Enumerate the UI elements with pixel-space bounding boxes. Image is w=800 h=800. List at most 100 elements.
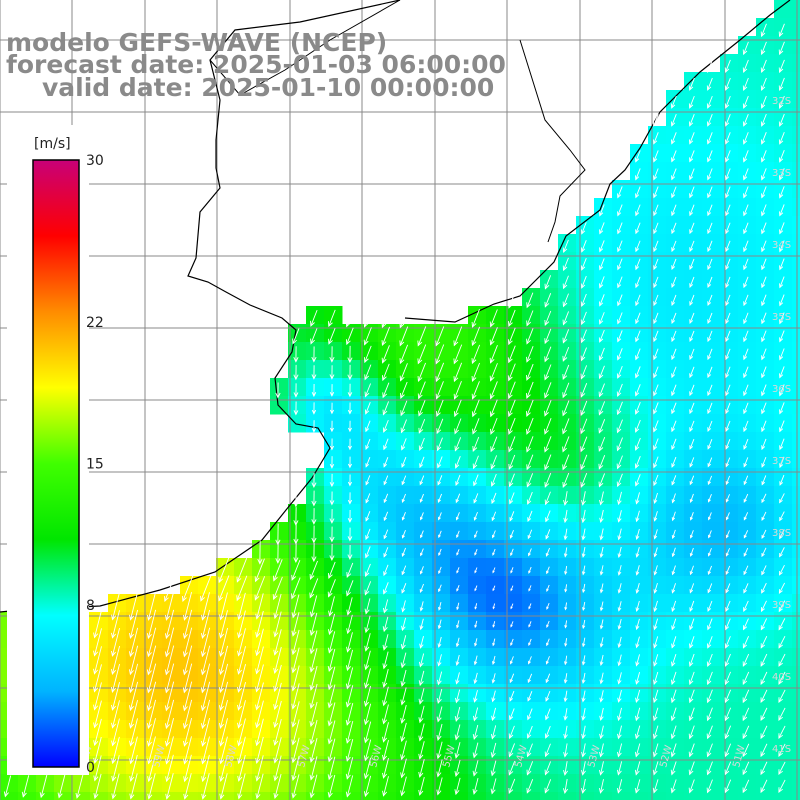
wind-arrow <box>510 603 514 610</box>
wind-arrow <box>345 739 354 762</box>
speed-cell <box>594 594 613 613</box>
speed-cell <box>396 774 415 793</box>
speed-cell <box>486 684 505 703</box>
speed-cell <box>540 792 559 800</box>
wind-arrow <box>671 312 677 325</box>
wind-arrow <box>490 436 498 453</box>
speed-cell <box>288 378 307 397</box>
speed-cell <box>450 648 469 667</box>
speed-cell <box>576 612 595 631</box>
speed-cell <box>414 612 433 631</box>
wind-arrow <box>345 667 354 690</box>
wind-arrow <box>544 328 552 345</box>
wind-arrow <box>760 636 768 649</box>
wind-arrow <box>509 492 515 505</box>
wind-arrow <box>778 95 785 109</box>
wind-arrow <box>689 294 695 307</box>
wind-arrow <box>634 419 641 433</box>
wind-arrow <box>581 491 586 506</box>
wind-arrow <box>365 511 371 522</box>
wind-arrow <box>760 725 768 740</box>
wind-arrow <box>345 720 354 744</box>
speed-cell <box>108 648 127 667</box>
wind-arrow <box>219 736 228 765</box>
speed-cell <box>468 720 487 739</box>
speed-cell <box>522 792 541 800</box>
speed-cell <box>360 792 379 800</box>
wind-arrow <box>237 646 246 675</box>
speed-cell <box>612 774 631 793</box>
speed-cell <box>162 630 181 649</box>
wind-arrow <box>401 530 406 539</box>
wind-arrow <box>473 690 478 703</box>
wind-arrow <box>490 760 497 777</box>
wind-arrow <box>526 436 534 453</box>
wind-arrow <box>182 663 193 694</box>
wind-arrow <box>562 472 570 488</box>
speed-cell <box>18 792 37 800</box>
speed-cell <box>342 522 361 541</box>
wind-arrow <box>437 512 442 521</box>
speed-cell <box>504 576 523 595</box>
wind-arrow <box>635 294 641 307</box>
speed-cell <box>324 594 343 613</box>
wind-arrow <box>437 493 443 504</box>
speed-cell <box>126 612 145 631</box>
speed-cell <box>468 648 487 667</box>
wind-arrow <box>182 627 193 658</box>
wind-arrow <box>599 690 604 703</box>
wind-arrow <box>599 637 604 648</box>
wind-arrow <box>147 718 156 747</box>
model-title: modelo GEFS-WAVE (NCEP) <box>6 28 388 57</box>
wind-arrow <box>724 59 731 74</box>
wind-arrow <box>725 565 731 576</box>
speed-cell <box>378 648 397 667</box>
wind-arrow <box>273 611 282 638</box>
wind-arrow <box>347 364 353 381</box>
speed-cell <box>360 702 379 721</box>
wind-arrow <box>435 381 444 400</box>
wind-arrow <box>580 400 588 417</box>
wind-arrow <box>508 309 516 327</box>
speed-cell <box>792 432 800 451</box>
wind-arrow <box>400 652 407 669</box>
wind-arrow <box>272 576 283 601</box>
wind-arrow <box>527 673 533 684</box>
speed-cell <box>180 792 199 800</box>
speed-cell <box>432 792 451 800</box>
wind-arrow <box>329 402 334 415</box>
speed-cell <box>198 684 217 703</box>
speed-cell <box>72 774 91 793</box>
wind-arrow <box>382 740 389 761</box>
speed-cell <box>306 774 325 793</box>
wind-arrow <box>383 564 389 577</box>
wind-arrow <box>635 492 640 505</box>
wind-arrow <box>257 540 263 565</box>
wind-arrow <box>291 559 301 581</box>
wind-arrow <box>401 512 406 521</box>
wind-arrow <box>653 492 658 504</box>
wind-arrow <box>689 204 695 217</box>
wind-arrow <box>218 681 229 712</box>
wind-arrow <box>329 509 335 524</box>
wind-arrow <box>93 610 102 639</box>
wind-arrow <box>617 654 622 667</box>
wind-arrow <box>436 418 444 435</box>
wind-arrow <box>725 457 731 468</box>
wind-arrow <box>635 312 641 325</box>
wind-arrow <box>237 755 246 782</box>
wind-arrow <box>724 761 732 776</box>
speed-cell <box>468 612 487 631</box>
wind-arrow <box>761 529 767 540</box>
wind-arrow <box>327 702 336 727</box>
wind-arrow <box>617 240 623 253</box>
speed-cell <box>126 738 145 757</box>
wind-arrow <box>383 457 389 468</box>
wind-arrow <box>237 610 246 639</box>
speed-cell <box>162 720 181 739</box>
speed-cell <box>792 252 800 271</box>
wind-arrow <box>93 773 102 800</box>
speed-cell <box>774 792 793 800</box>
speed-cell <box>108 792 127 800</box>
